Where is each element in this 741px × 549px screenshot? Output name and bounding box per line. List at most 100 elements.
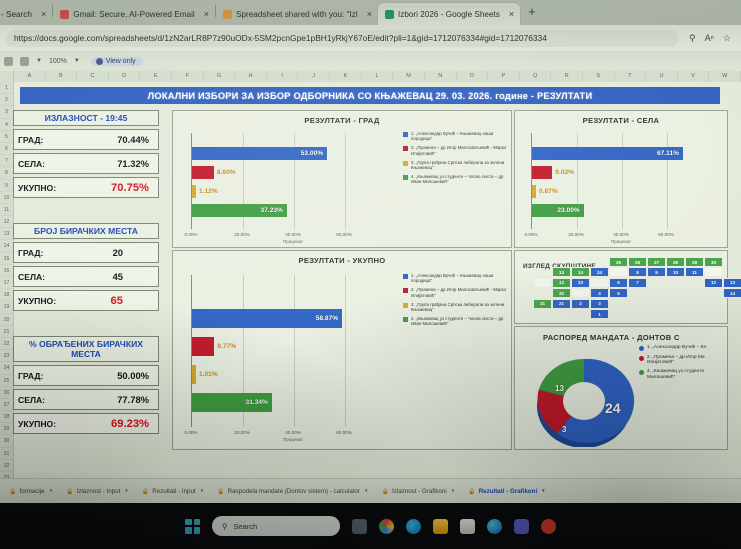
chevron-down-icon[interactable]: ▼ xyxy=(73,58,80,64)
close-icon[interactable]: × xyxy=(508,9,515,19)
file-explorer-icon[interactable] xyxy=(433,518,448,534)
column-header[interactable]: O xyxy=(457,71,489,82)
column-header[interactable]: Q xyxy=(520,71,552,82)
row-header[interactable]: 21 xyxy=(0,326,13,338)
column-header[interactable]: E xyxy=(140,71,173,82)
row-header[interactable]: 12 xyxy=(0,216,13,229)
column-header[interactable]: D xyxy=(109,71,141,82)
row-header[interactable]: 8 xyxy=(0,167,13,180)
row-header[interactable]: 32 xyxy=(0,460,13,472)
column-header[interactable]: V xyxy=(678,71,710,82)
store-icon[interactable] xyxy=(460,518,475,534)
row-header[interactable]: 13 xyxy=(0,228,13,241)
copilot-icon[interactable] xyxy=(379,518,394,534)
sheet-tab-3[interactable]: 🔒 Raspodela mandate (Dontov sistem) - cal… xyxy=(210,488,374,495)
close-icon[interactable]: × xyxy=(366,9,372,19)
sheet-tab-4[interactable]: 🔒 Izlaznost - Grafikoni ▾ xyxy=(375,488,462,495)
chevron-down-icon[interactable]: ▾ xyxy=(365,488,368,494)
browser-tab-1[interactable]: Gmail: Secure, AI-Powered Email × xyxy=(53,3,215,25)
column-header[interactable]: K xyxy=(330,71,362,82)
row-header[interactable]: 24 xyxy=(0,362,13,375)
chevron-down-icon[interactable]: ▼ xyxy=(36,58,42,64)
row-header[interactable]: 22 xyxy=(0,338,13,351)
close-icon[interactable]: × xyxy=(203,9,209,19)
url-input[interactable]: https://docs.google.com/spreadsheets/d/1… xyxy=(6,29,680,47)
row-header[interactable]: 1 xyxy=(0,82,13,95)
column-header[interactable]: M xyxy=(393,71,425,82)
column-header[interactable]: N xyxy=(425,71,457,82)
column-header[interactable]: G xyxy=(204,71,236,82)
task-view-icon[interactable] xyxy=(352,518,367,534)
chevron-down-icon[interactable]: ▾ xyxy=(451,488,455,494)
row-header[interactable]: 15 xyxy=(0,253,13,265)
mandates-panel[interactable]: РАСПОРЕД МАНДАТА - ДОНТОВ С 24 3 13 xyxy=(514,326,728,450)
row-header[interactable]: 14 xyxy=(0,240,13,253)
chevron-down-icon[interactable]: ▾ xyxy=(542,488,545,494)
read-aloud-icon[interactable]: Aⁿ xyxy=(704,33,714,43)
column-header[interactable]: T xyxy=(615,71,647,82)
chevron-down-icon[interactable]: ▾ xyxy=(49,488,53,494)
row-header[interactable]: 3 xyxy=(0,106,13,119)
sheet-tab-1[interactable]: 🔒 Izlaznost - Input ▾ xyxy=(59,488,135,495)
sheet-tab-2[interactable]: 🔒 Rezultati - Input ▾ xyxy=(135,488,210,495)
row-header[interactable]: 19 xyxy=(0,301,13,314)
row-header[interactable]: 28 xyxy=(0,411,13,424)
column-header[interactable]: P xyxy=(488,71,520,82)
chart-panel-sela[interactable]: РЕЗУЛТАТИ - СЕЛА 67.11% 9.02% 0.87% 23.00% 0… xyxy=(514,110,728,248)
row-header[interactable]: 27 xyxy=(0,399,13,412)
chart-panel-grad[interactable]: РЕЗУЛТАТИ - ГРАД 53.00% 8.60% 1.12% 37.23% 0… xyxy=(172,110,512,248)
row-header[interactable]: 30 xyxy=(0,435,13,448)
assembly-panel[interactable]: ИЗГЛЕД СКУПШТИНЕ 12322453212236731211424… xyxy=(514,250,741,324)
row-header[interactable]: 6 xyxy=(0,143,13,156)
column-header[interactable]: R xyxy=(551,71,583,82)
column-header[interactable]: I xyxy=(267,71,299,82)
row-header[interactable]: 5 xyxy=(0,131,13,143)
row-header[interactable]: 26 xyxy=(0,387,13,399)
chevron-down-icon[interactable]: ▾ xyxy=(125,488,128,494)
row-header[interactable]: 23 xyxy=(0,350,13,363)
browser-tab-3[interactable]: Izbori 2026 - Google Sheets × xyxy=(377,3,521,25)
column-header[interactable]: H xyxy=(235,71,267,82)
column-header[interactable]: J xyxy=(298,71,331,82)
undo-icon[interactable] xyxy=(4,56,13,66)
view-only-badge[interactable]: View only xyxy=(90,56,143,66)
row-header[interactable]: 33 xyxy=(0,472,13,478)
row-header[interactable]: 17 xyxy=(0,277,13,290)
column-header[interactable]: B xyxy=(46,71,78,82)
row-header[interactable]: 31 xyxy=(0,448,13,460)
close-icon[interactable]: × xyxy=(40,9,47,19)
select-all-corner[interactable] xyxy=(0,71,14,82)
row-header[interactable]: 29 xyxy=(0,423,13,436)
chevron-down-icon[interactable]: ▾ xyxy=(200,488,204,494)
column-header[interactable]: A xyxy=(14,71,46,82)
column-header[interactable]: F xyxy=(172,71,204,82)
browser-tab-2[interactable]: Spreadsheet shared with you: "Izl × xyxy=(216,3,378,25)
chart-panel-ukupno[interactable]: РЕЗУЛТАТИ - УКУПНО 58.87% 8.77% 1.01% 31.34… xyxy=(172,250,512,450)
row-header[interactable]: 2 xyxy=(0,94,13,107)
new-tab-button[interactable]: + xyxy=(528,4,536,19)
sheet-tab-5[interactable]: 🔒 Rezultati - Grafikoni ▾ xyxy=(461,488,551,495)
favorite-icon[interactable]: ☆ xyxy=(722,32,731,43)
taskbar-search-input[interactable]: ⚲ Search xyxy=(212,516,340,536)
spreadsheet-grid[interactable]: 1 2 3 4 5 6 7 8 9 10 11 12 13 14 15 16 17 18 19 20 21 22 23 24 2… xyxy=(0,82,741,478)
row-header[interactable]: 18 xyxy=(0,289,13,302)
column-header[interactable]: C xyxy=(77,71,109,82)
browser-tab-0[interactable]: - Search × xyxy=(0,3,52,25)
column-header[interactable]: U xyxy=(646,71,678,82)
teams-icon[interactable] xyxy=(514,518,529,534)
search-icon[interactable]: ⚲ xyxy=(689,32,696,43)
edge-dev-icon[interactable] xyxy=(487,518,502,534)
row-header[interactable]: 11 xyxy=(0,204,13,217)
sheet-tab-0[interactable]: 🔒 formacije ▾ xyxy=(2,488,59,495)
row-header[interactable]: 9 xyxy=(0,180,13,192)
row-header[interactable]: 16 xyxy=(0,265,13,277)
office-icon[interactable] xyxy=(541,518,556,534)
start-icon[interactable] xyxy=(185,518,200,534)
column-header[interactable]: S xyxy=(583,71,615,82)
row-header[interactable]: 20 xyxy=(0,314,13,326)
column-header[interactable]: W xyxy=(709,71,741,82)
row-header[interactable]: 25 xyxy=(0,375,13,387)
print-icon[interactable] xyxy=(20,56,29,66)
row-header[interactable]: 4 xyxy=(0,119,13,131)
edge-icon[interactable] xyxy=(406,518,421,534)
